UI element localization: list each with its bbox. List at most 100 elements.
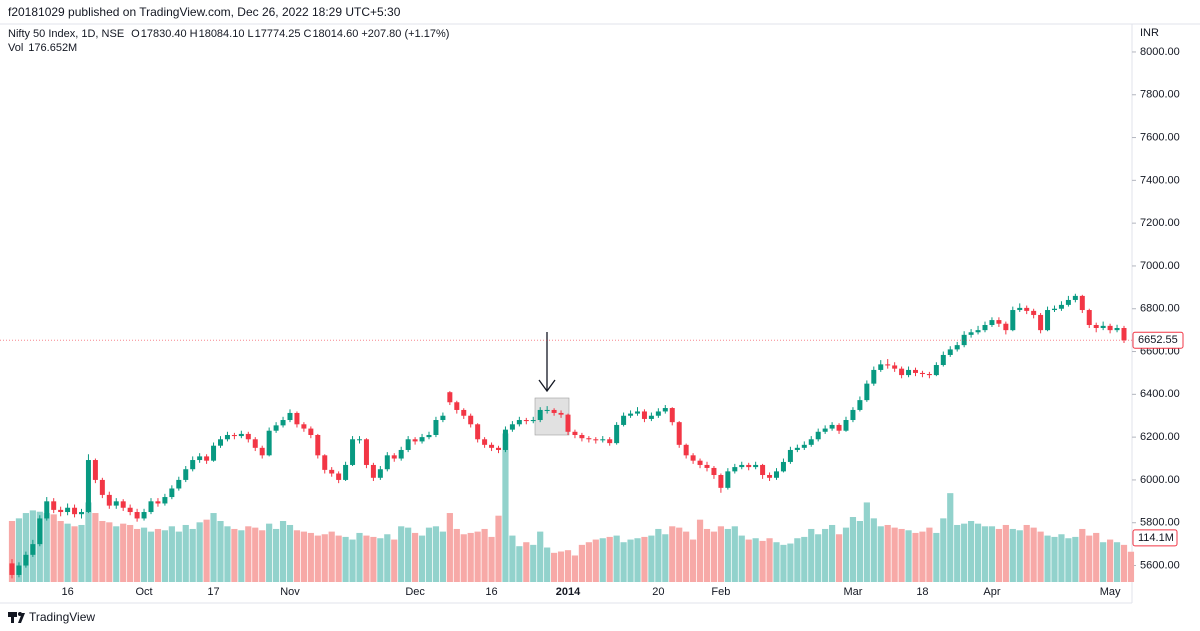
candle-body [1038,314,1044,331]
volume-bar [995,528,1002,582]
candle-body [440,415,446,421]
volume-bar [78,524,85,582]
x-tick-label: 16 [485,586,497,598]
volume-bar [252,527,259,582]
legend-key: H [190,28,198,40]
candle-body [544,409,550,411]
volume-bar [961,523,968,582]
candle-body [461,409,467,416]
volume-bar [203,519,210,582]
volume-bar [113,526,120,582]
volume-bar [50,514,57,582]
volume-bar [509,535,516,582]
volume-bar [196,522,203,582]
candle-body [475,424,481,440]
candle-body [134,512,140,519]
legend-value: 17830.40 [141,28,187,40]
volume-bar [391,539,398,582]
volume-bar [279,520,287,582]
volume-bar [662,534,669,582]
candle-body [343,464,349,480]
candle-body [1121,328,1127,341]
candle-body [614,424,620,444]
candle-body [391,455,397,459]
candle-body [516,420,522,425]
candle-body [287,412,293,421]
volume-bar [370,536,377,582]
x-tick-label: 20 [652,586,664,598]
volume-bar [1044,535,1051,582]
candle-body [725,471,731,488]
candle-body [363,439,369,465]
volume-bar [293,530,301,582]
candle-body [92,460,98,480]
x-tick-label: May [1100,586,1121,598]
volume-bar [8,520,16,582]
volume-bar [655,528,662,582]
candle-body [204,456,210,461]
candle-body [801,444,807,448]
volume-bar [752,538,759,582]
candle-body [197,456,203,461]
volume-bar [418,535,426,582]
candle-body [273,425,279,431]
volume-bar [307,532,314,582]
volume-bar [99,520,106,582]
volume-bar [1058,534,1065,582]
candle-body [58,509,64,513]
candle-body [329,469,335,474]
volume-bar [592,539,599,582]
volume-bar [690,539,697,582]
volume-bar [710,531,718,582]
candle-body [482,439,488,445]
volume-bar [551,552,558,582]
volume-bar [933,532,940,582]
candle-body [468,415,474,425]
volume-bar [606,536,613,582]
candle-body [211,445,217,461]
candle-body [315,434,321,456]
candle-body [280,420,286,426]
candle-body [350,439,356,465]
candle-body [662,408,668,412]
volume-bar [168,526,175,582]
volume-bar [1051,536,1058,582]
legend-value: 18014.60 [312,28,358,40]
candle-body [23,554,29,566]
volume-bar [384,534,391,582]
volume-bar [1016,530,1023,582]
volume-bar [974,523,982,582]
last-volume-box [1132,529,1178,547]
candle-body [266,430,272,456]
volume-bar [1072,536,1079,582]
x-tick-label: Mar [843,586,862,598]
volume-bar [696,519,704,582]
candle-body [370,464,376,478]
candle-body [120,501,126,508]
volume-bar [154,528,162,582]
legend-key: L [247,28,253,40]
volume-bar [1065,538,1072,582]
candle-body [947,349,953,355]
volume-bar [620,542,627,582]
volume-bar [71,526,78,582]
volume-bar [64,523,71,582]
volume-bar [495,515,502,582]
candle-body [621,415,627,425]
volume-bar [599,538,606,582]
x-tick-label: Nov [280,586,300,598]
volume-bar [36,511,43,582]
candle-body [850,409,856,421]
volume-bar [1023,524,1030,582]
volume-bar [405,527,412,582]
y-tick-label: 7800.00 [1140,89,1180,101]
candle-body [85,460,91,513]
volume-bar [940,518,947,582]
volume-bar [676,527,683,582]
candle-body [843,420,849,431]
candle-body [628,413,634,416]
volume-bar [835,534,843,582]
volume-bar [22,513,29,582]
candle-body [1017,307,1023,311]
candle-body [878,364,884,370]
